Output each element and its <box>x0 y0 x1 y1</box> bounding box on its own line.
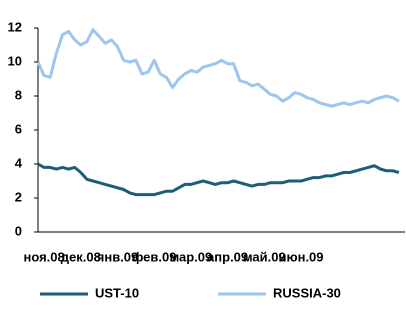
line-series <box>36 28 400 108</box>
x-tick-label: июн.09 <box>279 249 324 264</box>
y-tick-label: 6 <box>15 121 22 136</box>
x-tick-label: мар.09 <box>170 249 213 264</box>
x-tick-label: апр.09 <box>207 249 248 264</box>
x-tick-label: янв.09 <box>97 249 139 264</box>
y-tick-label: 4 <box>15 155 23 170</box>
y-tick-label: 12 <box>8 19 22 34</box>
line-series <box>37 162 400 197</box>
x-tick-label: дек.08 <box>61 249 101 264</box>
y-tick-label: 8 <box>15 87 22 102</box>
y-tick-label: 0 <box>15 223 22 238</box>
x-tick-label: май.09 <box>243 249 286 264</box>
legend-label: UST-10 <box>95 285 139 300</box>
y-tick-label: 10 <box>8 53 22 68</box>
legend-label: RUSSIA-30 <box>273 285 341 300</box>
x-tick-label: фев.09 <box>132 249 177 264</box>
x-tick-label: ноя.08 <box>23 249 64 264</box>
y-tick-label: 2 <box>15 189 22 204</box>
